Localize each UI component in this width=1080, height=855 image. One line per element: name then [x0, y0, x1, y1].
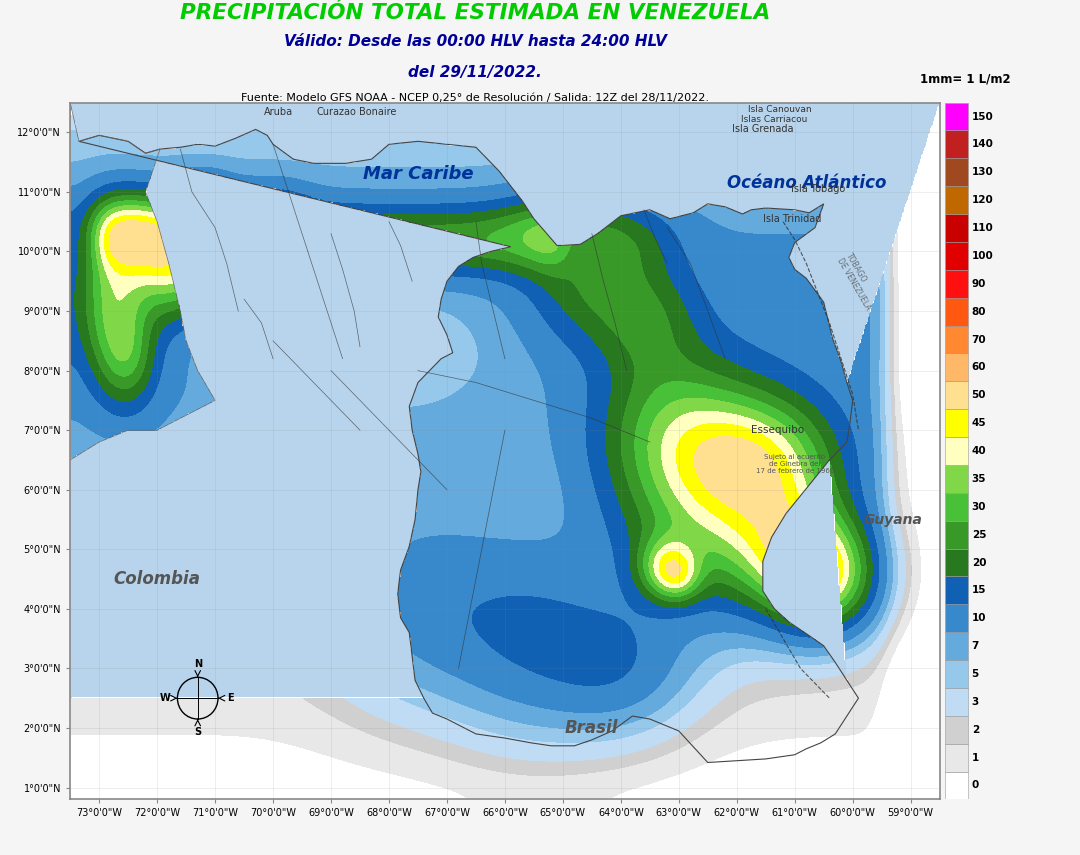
Text: 7: 7: [972, 641, 980, 652]
FancyBboxPatch shape: [945, 410, 968, 437]
Text: Válido: Desde las 00:00 HLV hasta 24:00 HLV: Válido: Desde las 00:00 HLV hasta 24:00 …: [284, 34, 666, 50]
Text: 100: 100: [972, 251, 994, 261]
Text: W: W: [159, 693, 170, 703]
Text: Aruba: Aruba: [265, 107, 294, 116]
Text: 50: 50: [972, 390, 986, 400]
Text: Isla Tobago: Isla Tobago: [791, 184, 845, 194]
FancyBboxPatch shape: [945, 660, 968, 688]
Text: Colombia: Colombia: [113, 570, 201, 588]
FancyBboxPatch shape: [945, 131, 968, 158]
Text: Fuente: Modelo GFS NOAA - NCEP 0,25° de Resolución / Salida: 12Z del 28/11/2022.: Fuente: Modelo GFS NOAA - NCEP 0,25° de …: [241, 93, 710, 103]
FancyBboxPatch shape: [945, 521, 968, 549]
FancyBboxPatch shape: [945, 381, 968, 410]
Text: 15: 15: [972, 586, 986, 595]
Text: PRECIPITACIÓN TOTAL ESTIMADA EN VENEZUELA: PRECIPITACIÓN TOTAL ESTIMADA EN VENEZUEL…: [180, 3, 770, 23]
Text: 110: 110: [972, 223, 994, 233]
FancyBboxPatch shape: [945, 716, 968, 744]
FancyBboxPatch shape: [945, 492, 968, 521]
Text: 1mm= 1 L/m2: 1mm= 1 L/m2: [920, 72, 1011, 86]
Text: 25: 25: [972, 529, 986, 540]
Text: Isla Grenada: Isla Grenada: [732, 124, 794, 134]
FancyBboxPatch shape: [945, 103, 968, 131]
Text: Mar Caribe: Mar Caribe: [363, 165, 473, 183]
Text: 60: 60: [972, 363, 986, 373]
FancyBboxPatch shape: [945, 353, 968, 381]
Text: 3: 3: [972, 697, 978, 707]
Text: Curazao: Curazao: [316, 107, 356, 116]
FancyBboxPatch shape: [945, 186, 968, 214]
Text: 20: 20: [972, 557, 986, 568]
FancyBboxPatch shape: [945, 549, 968, 576]
Text: 0: 0: [972, 781, 978, 791]
Text: 140: 140: [972, 139, 994, 150]
Text: N: N: [193, 659, 202, 669]
Text: 35: 35: [972, 474, 986, 484]
Text: 30: 30: [972, 502, 986, 512]
Text: Isla Trinidad: Isla Trinidad: [762, 214, 821, 224]
Text: Isla Canouvan: Isla Canouvan: [748, 105, 812, 115]
Text: Brasil: Brasil: [565, 719, 619, 737]
Text: 1: 1: [972, 752, 978, 763]
FancyBboxPatch shape: [945, 604, 968, 632]
Text: 2: 2: [972, 725, 978, 734]
Text: 10: 10: [972, 613, 986, 623]
FancyBboxPatch shape: [945, 465, 968, 492]
FancyBboxPatch shape: [945, 744, 968, 771]
Text: Bonaire: Bonaire: [359, 107, 396, 116]
FancyBboxPatch shape: [945, 158, 968, 186]
FancyBboxPatch shape: [945, 771, 968, 799]
FancyBboxPatch shape: [945, 326, 968, 353]
FancyBboxPatch shape: [945, 688, 968, 716]
FancyBboxPatch shape: [945, 576, 968, 604]
FancyBboxPatch shape: [945, 214, 968, 242]
Text: Océano Atlántico: Océano Atlántico: [727, 174, 886, 192]
FancyBboxPatch shape: [945, 270, 968, 298]
Text: TOBAGO
DE VENEZUELA: TOBAGO DE VENEZUELA: [835, 251, 881, 311]
Text: 120: 120: [972, 195, 994, 205]
Text: S: S: [194, 727, 201, 737]
Text: 45: 45: [972, 418, 986, 428]
Text: 40: 40: [972, 446, 986, 456]
Text: 70: 70: [972, 334, 986, 345]
Text: del 29/11/2022.: del 29/11/2022.: [408, 65, 542, 80]
Text: 130: 130: [972, 168, 994, 177]
FancyBboxPatch shape: [945, 242, 968, 270]
FancyBboxPatch shape: [945, 437, 968, 465]
Text: 80: 80: [972, 307, 986, 316]
FancyBboxPatch shape: [945, 632, 968, 660]
Text: E: E: [228, 693, 234, 703]
Text: 90: 90: [972, 279, 986, 289]
Text: Guyana: Guyana: [864, 512, 922, 527]
Text: Islas Carriacou: Islas Carriacou: [741, 115, 808, 124]
Text: 5: 5: [972, 669, 978, 679]
Text: 150: 150: [972, 111, 994, 121]
Text: Essequibo: Essequibo: [751, 425, 804, 435]
Text: Sujeto al acuerdo
de Ginebra del
17 de febrero de 1966: Sujeto al acuerdo de Ginebra del 17 de f…: [756, 454, 834, 474]
FancyBboxPatch shape: [945, 298, 968, 326]
